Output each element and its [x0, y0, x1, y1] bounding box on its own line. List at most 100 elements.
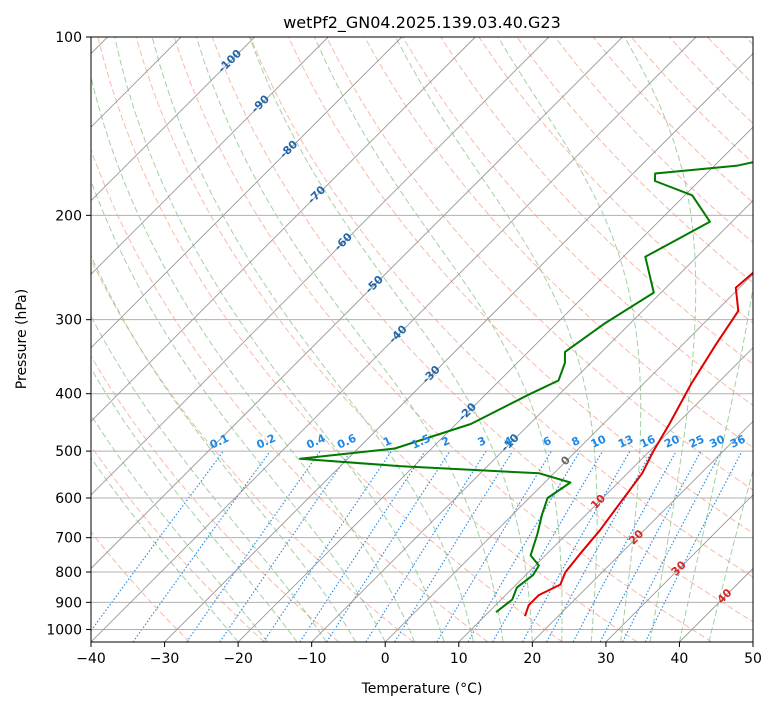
x-tick-label: 20: [523, 651, 541, 667]
isotherm-line: [679, 567, 753, 642]
y-axis-label: Pressure (hPa): [14, 289, 30, 389]
x-tick-label: −20: [223, 651, 253, 667]
dewpoint-profile-line: [299, 161, 753, 613]
mixing-ratio-line: [326, 450, 451, 642]
mixing-ratio-label: 2: [440, 434, 452, 449]
y-tick-label: 700: [55, 531, 82, 547]
mixing-ratio-label: 0.2: [255, 432, 278, 452]
mixing-ratio-label: 30: [707, 432, 727, 450]
dry-adiabat-line: [249, 37, 753, 578]
dry-adiabat-line: [554, 37, 753, 244]
mixing-ratio-line: [91, 450, 224, 632]
moist-adiabat-line: [497, 37, 642, 642]
mixing-ratio-label: 16: [638, 432, 658, 450]
moist-adiabat-line: [91, 74, 416, 642]
isotherm-label: -40: [386, 322, 409, 345]
dry-adiabat-line: [135, 37, 638, 642]
x-tick-label: 10: [450, 651, 468, 667]
moist-adiabat-line: [91, 414, 268, 642]
mixing-ratio-label: 0.1: [208, 432, 231, 452]
isotherm-label: -90: [249, 92, 272, 115]
isotherm-label: -50: [363, 273, 386, 296]
isotherm-line: [532, 420, 753, 642]
x-axis-label: Temperature (°C): [361, 681, 483, 697]
moist-adiabat-line: [678, 284, 753, 642]
y-tick-label: 800: [55, 565, 82, 581]
isotherm-line: [91, 37, 697, 642]
dry-adiabat-line: [91, 148, 489, 642]
dry-adiabat-line: [97, 37, 563, 642]
isotherm-label: -30: [420, 363, 443, 386]
isotherm-label: 40: [715, 586, 735, 606]
dry-adiabat-line: [91, 445, 265, 642]
x-tick-label: 30: [597, 651, 615, 667]
isotherm-label: -100: [215, 47, 244, 76]
moist-adiabat-line: [91, 254, 357, 642]
isotherm-line: [91, 37, 623, 570]
moist-adiabat-line: [114, 37, 445, 642]
temperature-profile-line: [524, 271, 753, 617]
isotherm-line: [384, 273, 753, 642]
moist-adiabat-line: [249, 37, 533, 642]
dry-adiabat-line: [669, 37, 753, 125]
moist-adiabat-line: [151, 37, 474, 642]
y-tick-label: 600: [55, 491, 82, 507]
mixing-ratio-label: 36: [728, 432, 748, 450]
mixing-ratio-line: [522, 450, 631, 642]
y-tick-label: 400: [55, 387, 82, 403]
mixing-ratio-line: [599, 450, 702, 642]
x-tick-label: 50: [744, 651, 762, 667]
mixing-ratio-label: 20: [662, 432, 682, 450]
isotherm-line: [237, 126, 753, 642]
isotherm-line: [752, 641, 753, 642]
plot-frame: [90, 36, 754, 643]
mixing-ratio-line: [644, 450, 743, 642]
mixing-ratio-line: [132, 450, 271, 642]
isotherm-label: 30: [669, 558, 689, 578]
dry-adiabat-line: [478, 37, 753, 324]
mixing-ratio-line: [299, 450, 426, 642]
y-tick-label: 100: [55, 30, 82, 46]
mixing-ratio-label: 0.6: [335, 431, 358, 451]
y-tick-label: 1000: [46, 622, 82, 638]
moist-adiabat-line: [195, 37, 504, 642]
mixing-ratio-label: 13: [616, 433, 635, 451]
mixing-ratio-line: [622, 450, 722, 642]
mixing-ratio-label: 1.5: [409, 432, 432, 452]
mixing-ratio-label: 6: [541, 434, 554, 449]
mixing-ratio-line: [394, 450, 514, 642]
dry-adiabat-line: [592, 37, 753, 204]
dry-adiabat-line: [91, 531, 191, 642]
mixing-ratio-line: [572, 450, 677, 642]
isotherm-line: [605, 494, 753, 642]
mixing-ratio-line: [436, 450, 552, 642]
dry-adiabat-line: [516, 37, 753, 284]
isotherm-line: [311, 200, 753, 642]
mixing-ratio-label: 10: [589, 432, 609, 450]
y-tick-label: 300: [55, 313, 82, 329]
dry-adiabat-line: [745, 37, 753, 46]
isotherm-line: [91, 37, 403, 349]
mixing-ratio-label: 25: [687, 433, 706, 451]
dry-adiabat-line: [91, 258, 414, 642]
isotherm-line: [91, 37, 476, 422]
x-tick-label: −10: [297, 651, 327, 667]
dry-adiabat-line: [211, 37, 753, 623]
moist-adiabat-line: [314, 37, 563, 642]
dry-adiabat-line: [402, 37, 753, 407]
y-tick-label: 900: [55, 595, 82, 611]
isotherm-line: [458, 347, 753, 642]
dry-adiabat-line: [326, 37, 753, 491]
mixing-ratio-line: [263, 450, 392, 642]
moist-adiabat-line: [395, 37, 598, 642]
moist-adiabat-line: [91, 179, 386, 642]
x-tick-label: 0: [381, 651, 390, 667]
mixing-ratio-label: 3: [476, 434, 488, 449]
isotherm-line: [91, 37, 550, 496]
isotherm-label: 20: [626, 527, 646, 547]
isotherm-label: -20: [456, 400, 479, 423]
x-tick-label: 40: [671, 651, 689, 667]
isotherm-line: [91, 37, 255, 202]
mixing-ratio-line: [186, 450, 321, 642]
